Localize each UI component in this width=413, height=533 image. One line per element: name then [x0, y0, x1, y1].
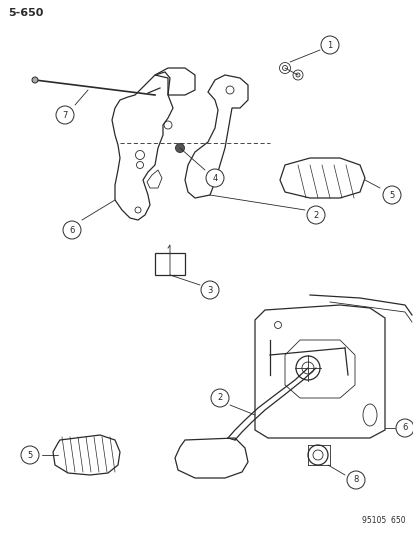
Circle shape — [346, 471, 364, 489]
Circle shape — [211, 389, 228, 407]
Circle shape — [63, 221, 81, 239]
Circle shape — [32, 77, 38, 83]
Text: 4: 4 — [212, 174, 217, 182]
Text: 6: 6 — [69, 225, 74, 235]
Circle shape — [306, 206, 324, 224]
Text: 5: 5 — [27, 450, 33, 459]
Text: 7: 7 — [62, 110, 67, 119]
Circle shape — [56, 106, 74, 124]
Text: 1: 1 — [327, 41, 332, 50]
Text: 3: 3 — [207, 286, 212, 295]
Text: 2: 2 — [313, 211, 318, 220]
Text: 6: 6 — [401, 424, 407, 432]
Text: 5-650: 5-650 — [8, 8, 43, 18]
Circle shape — [206, 169, 223, 187]
Text: 2: 2 — [217, 393, 222, 402]
Text: 95105  650: 95105 650 — [361, 516, 405, 525]
Circle shape — [175, 143, 184, 152]
Circle shape — [395, 419, 413, 437]
Bar — [154, 253, 185, 275]
Circle shape — [201, 281, 218, 299]
Text: 8: 8 — [352, 475, 358, 484]
Circle shape — [21, 446, 39, 464]
Circle shape — [382, 186, 400, 204]
Circle shape — [320, 36, 338, 54]
Text: 5: 5 — [389, 190, 394, 199]
